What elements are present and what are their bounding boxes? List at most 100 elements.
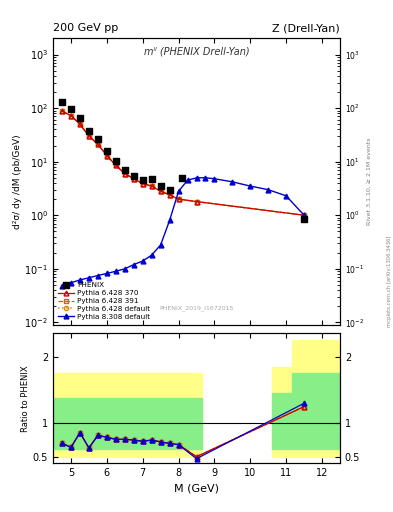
- Pythia 8.308 default: [302, 212, 307, 218]
- Pythia 8.308 default: [194, 175, 199, 181]
- Y-axis label: Rivet 3.1.10, ≥ 2.1M events: Rivet 3.1.10, ≥ 2.1M events: [367, 138, 372, 225]
- Pythia 8.308 default: [248, 183, 253, 189]
- Pythia 8.308 default: [266, 186, 270, 193]
- Pythia 8.308 default: [69, 280, 73, 286]
- Text: PHENIX_2019_I1672015: PHENIX_2019_I1672015: [159, 305, 234, 310]
- Pythia 6.428 391: [131, 176, 136, 182]
- Pythia 6.428 default: [167, 192, 172, 198]
- PHENIX: [68, 105, 74, 113]
- Pythia 6.428 391: [114, 162, 118, 168]
- Pythia 6.428 391: [149, 183, 154, 189]
- Pythia 8.308 default: [284, 193, 288, 199]
- Y-axis label: d²σ/ dy /dM (pb/GeV): d²σ/ dy /dM (pb/GeV): [13, 134, 22, 229]
- Pythia 6.428 370: [105, 153, 109, 159]
- Pythia 6.428 370: [123, 170, 127, 177]
- PHENIX: [301, 215, 307, 223]
- Bar: [53, 398, 202, 449]
- Text: 200 GeV pp: 200 GeV pp: [53, 23, 118, 33]
- Pythia 6.428 391: [60, 108, 64, 114]
- PHENIX: [158, 182, 164, 190]
- Bar: [292, 373, 340, 449]
- Pythia 6.428 370: [149, 183, 154, 189]
- Pythia 8.308 default: [203, 175, 208, 181]
- PHENIX: [122, 166, 128, 174]
- Pythia 6.428 default: [114, 162, 118, 168]
- Pythia 8.308 default: [105, 270, 109, 276]
- Pythia 6.428 default: [123, 170, 127, 177]
- Pythia 8.308 default: [86, 275, 91, 281]
- Pythia 6.428 391: [167, 192, 172, 198]
- Pythia 6.428 default: [105, 153, 109, 159]
- Pythia 6.428 default: [194, 199, 199, 205]
- Pythia 6.428 370: [95, 141, 100, 147]
- Pythia 6.428 default: [95, 141, 100, 147]
- Pythia 6.428 391: [86, 133, 91, 139]
- Pythia 6.428 370: [86, 133, 91, 139]
- Pythia 6.428 default: [77, 121, 82, 127]
- Bar: [292, 340, 340, 457]
- Pythia 6.428 391: [140, 181, 145, 187]
- Pythia 8.308 default: [212, 176, 217, 182]
- PHENIX: [179, 174, 185, 182]
- Pythia 8.308 default: [149, 252, 154, 258]
- PHENIX: [167, 185, 173, 194]
- Pythia 6.428 370: [302, 212, 307, 218]
- Line: Pythia 6.428 370: Pythia 6.428 370: [60, 109, 307, 218]
- Pythia 8.308 default: [185, 177, 190, 183]
- Legend: PHENIX, Pythia 6.428 370, Pythia 6.428 391, Pythia 6.428 default, Pythia 8.308 d: PHENIX, Pythia 6.428 370, Pythia 6.428 3…: [57, 281, 151, 321]
- Pythia 8.308 default: [140, 258, 145, 264]
- Pythia 8.308 default: [60, 283, 64, 289]
- Pythia 6.428 default: [140, 181, 145, 187]
- Pythia 6.428 370: [167, 192, 172, 198]
- X-axis label: M (GeV): M (GeV): [174, 484, 219, 494]
- Pythia 8.308 default: [95, 272, 100, 279]
- Pythia 8.308 default: [230, 179, 235, 185]
- Pythia 6.428 370: [69, 113, 73, 119]
- Pythia 6.428 370: [60, 108, 64, 114]
- Pythia 6.428 391: [69, 113, 73, 119]
- Y-axis label: Ratio to PHENIX: Ratio to PHENIX: [21, 365, 30, 432]
- Pythia 6.428 370: [77, 121, 82, 127]
- Pythia 8.308 default: [123, 266, 127, 272]
- Pythia 6.428 391: [105, 153, 109, 159]
- Text: mˡˡ (PHENIX Drell-Yan): mˡˡ (PHENIX Drell-Yan): [144, 47, 249, 57]
- Bar: [53, 373, 202, 457]
- PHENIX: [59, 98, 65, 106]
- Pythia 6.428 default: [60, 108, 64, 114]
- PHENIX: [130, 172, 137, 180]
- Pythia 8.308 default: [176, 188, 181, 195]
- Pythia 6.428 391: [176, 196, 181, 202]
- Bar: [272, 367, 292, 457]
- Pythia 6.428 391: [194, 199, 199, 205]
- Pythia 8.308 default: [114, 268, 118, 274]
- Line: Pythia 8.308 default: Pythia 8.308 default: [60, 176, 307, 288]
- Pythia 8.308 default: [158, 242, 163, 248]
- Pythia 6.428 391: [95, 141, 100, 147]
- Pythia 6.428 370: [131, 176, 136, 182]
- Pythia 8.308 default: [167, 218, 172, 224]
- Pythia 6.428 391: [123, 170, 127, 177]
- Pythia 6.428 default: [131, 176, 136, 182]
- Pythia 6.428 default: [176, 196, 181, 202]
- Pythia 8.308 default: [131, 262, 136, 268]
- Pythia 6.428 391: [77, 121, 82, 127]
- Line: Pythia 6.428 391: Pythia 6.428 391: [60, 109, 306, 217]
- Pythia 8.308 default: [77, 277, 82, 283]
- Text: Z (Drell-Yan): Z (Drell-Yan): [272, 23, 340, 33]
- Pythia 6.428 default: [302, 212, 307, 218]
- PHENIX: [86, 126, 92, 135]
- Pythia 6.428 370: [114, 162, 118, 168]
- Pythia 6.428 370: [140, 181, 145, 187]
- Pythia 6.428 default: [158, 188, 163, 195]
- Text: mcplots.cern.ch [arXiv:1306.3436]: mcplots.cern.ch [arXiv:1306.3436]: [387, 236, 392, 327]
- PHENIX: [104, 146, 110, 155]
- Pythia 6.428 391: [302, 212, 307, 218]
- PHENIX: [95, 135, 101, 143]
- Pythia 6.428 default: [86, 133, 91, 139]
- PHENIX: [140, 176, 146, 184]
- Pythia 6.428 default: [69, 113, 73, 119]
- Pythia 6.428 370: [194, 199, 199, 205]
- Pythia 6.428 default: [149, 183, 154, 189]
- PHENIX: [113, 157, 119, 165]
- PHENIX: [149, 175, 155, 183]
